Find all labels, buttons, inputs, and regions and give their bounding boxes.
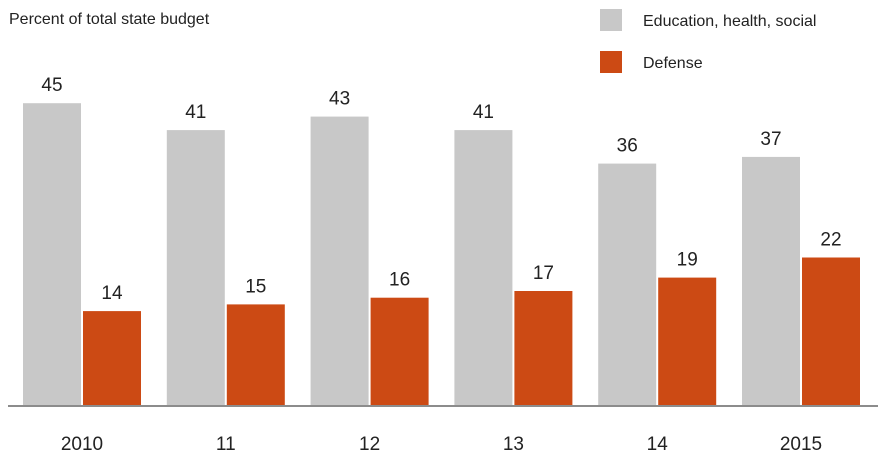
value-label-education-11: 41 bbox=[185, 102, 206, 123]
bar-defense-13 bbox=[514, 291, 573, 405]
value-label-education-12: 43 bbox=[329, 89, 350, 110]
legend-swatch-defense bbox=[600, 51, 622, 73]
bar-education-12 bbox=[310, 116, 369, 405]
category-label-14: 14 bbox=[647, 434, 669, 455]
bar-defense-2010 bbox=[83, 311, 141, 405]
category-label-2015: 2015 bbox=[780, 434, 822, 455]
chart-subtitle: Percent of total state budget bbox=[9, 11, 210, 28]
value-label-defense-2015: 22 bbox=[820, 230, 841, 251]
bar-defense-2015 bbox=[802, 257, 860, 405]
bar-education-14 bbox=[598, 163, 657, 405]
value-labels: 45 14 41 15 43 16 41 17 36 19 37 22 bbox=[41, 75, 841, 304]
bar-defense-12 bbox=[370, 297, 429, 405]
legend-label-defense: Defense bbox=[643, 55, 703, 72]
value-label-education-2010: 45 bbox=[41, 75, 62, 96]
bar-education-11 bbox=[166, 130, 225, 405]
bar-education-13 bbox=[454, 130, 513, 405]
value-label-defense-13: 17 bbox=[533, 263, 554, 284]
category-label-2010: 2010 bbox=[61, 434, 103, 455]
bar-education-2015 bbox=[742, 156, 800, 405]
value-label-education-2015: 37 bbox=[760, 129, 781, 150]
bar-defense-11 bbox=[226, 304, 285, 405]
value-label-defense-11: 15 bbox=[245, 276, 266, 297]
bar-education-2010 bbox=[23, 103, 81, 405]
bars bbox=[23, 103, 860, 405]
legend: Education, health, social Defense bbox=[600, 9, 816, 73]
legend-label-education: Education, health, social bbox=[643, 13, 816, 30]
value-label-defense-14: 19 bbox=[677, 250, 698, 271]
value-label-defense-2010: 14 bbox=[101, 283, 123, 304]
bar-defense-14 bbox=[658, 277, 717, 405]
legend-swatch-education bbox=[600, 9, 622, 31]
category-labels: 2010 11 12 13 14 2015 bbox=[61, 434, 822, 455]
value-label-defense-12: 16 bbox=[389, 270, 410, 291]
category-label-12: 12 bbox=[359, 434, 380, 455]
category-label-13: 13 bbox=[503, 434, 524, 455]
value-label-education-14: 36 bbox=[617, 136, 638, 157]
category-label-11: 11 bbox=[216, 434, 236, 455]
value-label-education-13: 41 bbox=[473, 102, 494, 123]
